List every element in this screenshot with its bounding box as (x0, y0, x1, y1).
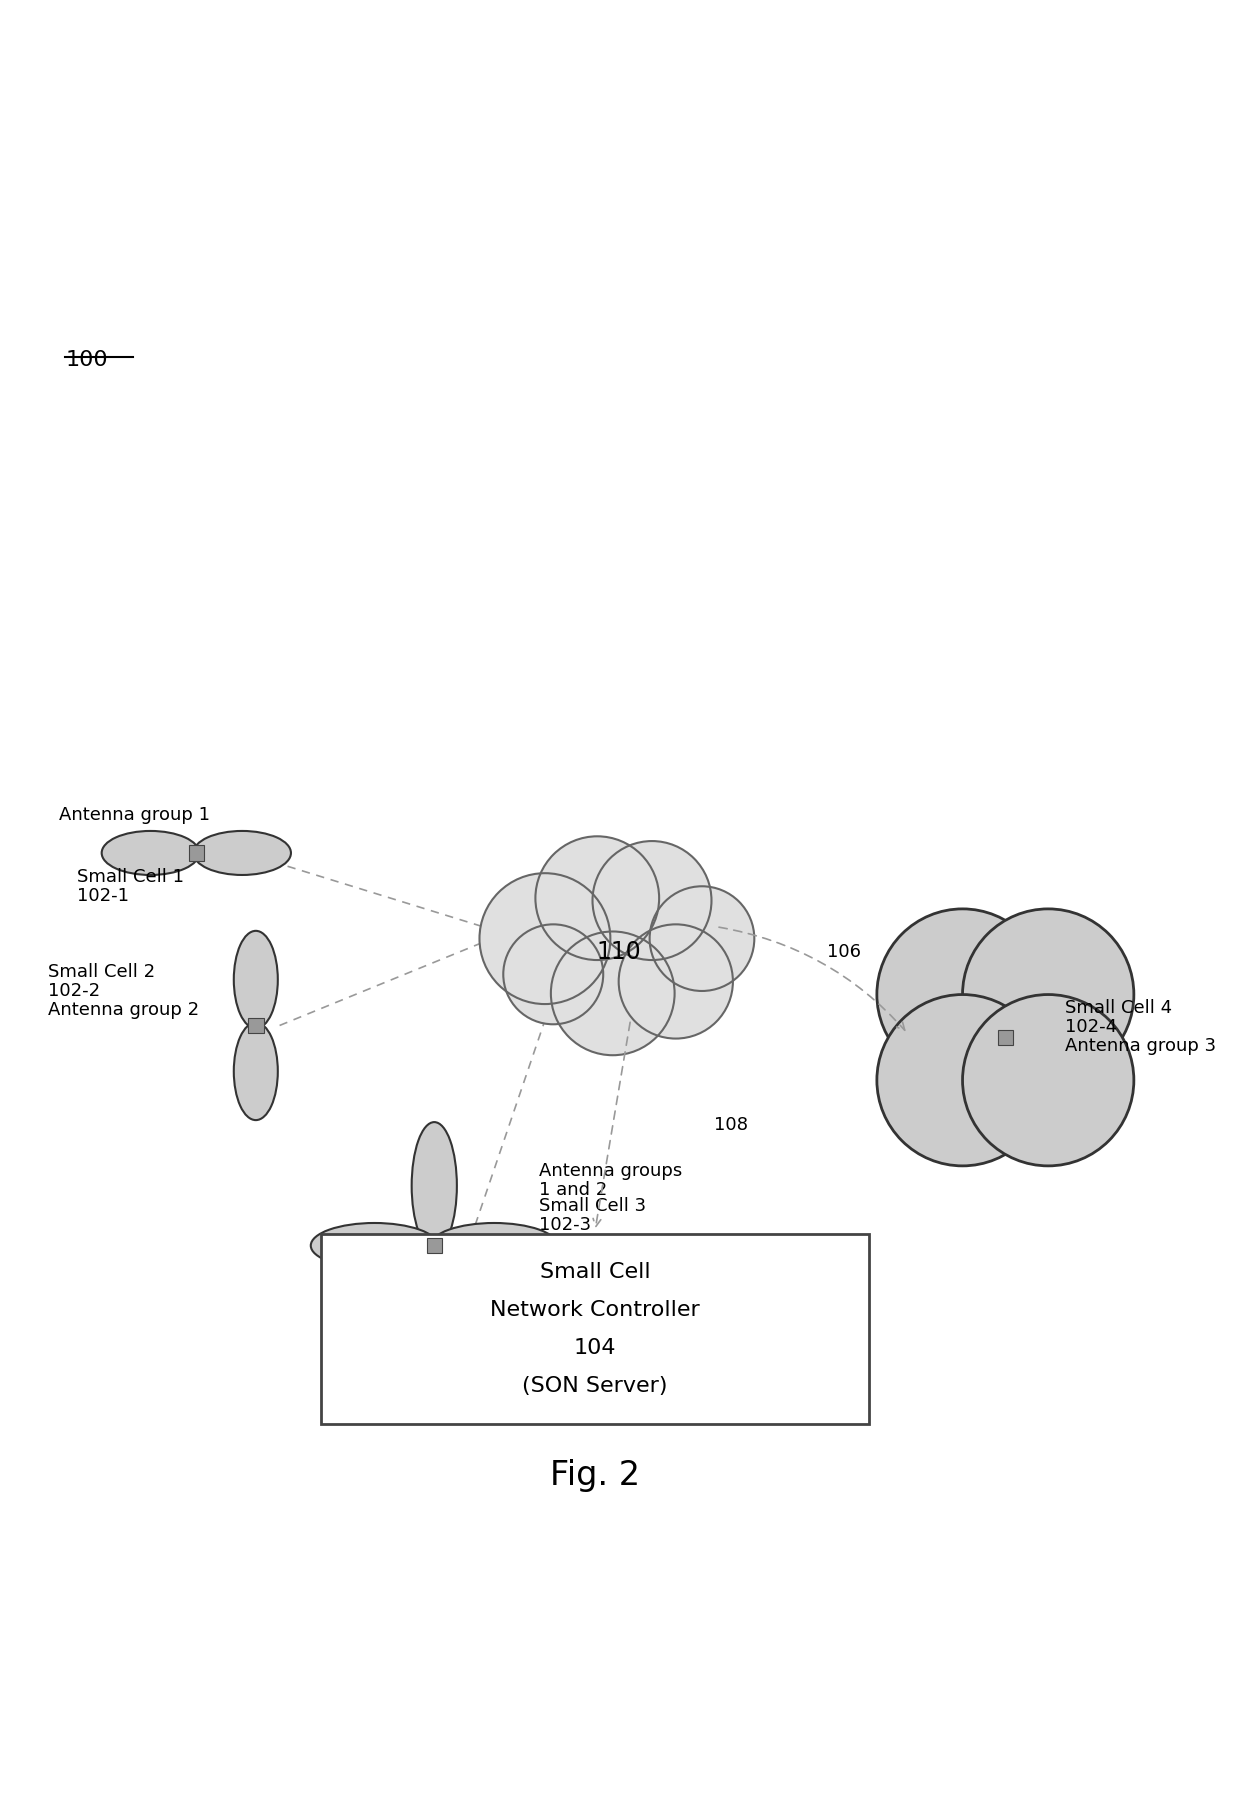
Text: 102-1: 102-1 (77, 887, 129, 905)
Text: 102-4: 102-4 (1065, 1017, 1117, 1035)
Text: 108: 108 (714, 1117, 748, 1135)
Ellipse shape (193, 830, 291, 876)
Text: 102-3: 102-3 (539, 1217, 591, 1235)
Text: Small Cell 3: Small Cell 3 (539, 1197, 646, 1215)
Text: 100: 100 (66, 350, 108, 370)
Text: Small Cell: Small Cell (539, 1262, 650, 1282)
Circle shape (536, 836, 660, 961)
Circle shape (962, 995, 1133, 1166)
Text: (SON Server): (SON Server) (522, 1376, 667, 1396)
Text: Antenna groups: Antenna groups (539, 1162, 682, 1180)
Circle shape (551, 932, 675, 1055)
Circle shape (877, 908, 1048, 1081)
Text: Antenna group 2: Antenna group 2 (47, 1001, 198, 1019)
Bar (427, 1238, 441, 1253)
Text: Small Cell 2: Small Cell 2 (47, 963, 155, 981)
Text: 106: 106 (827, 943, 861, 961)
Bar (998, 1030, 1013, 1044)
Bar (188, 845, 205, 861)
Ellipse shape (412, 1122, 456, 1249)
Text: Antenna group 1: Antenna group 1 (60, 807, 211, 823)
Text: 1 and 2: 1 and 2 (539, 1180, 608, 1198)
Ellipse shape (430, 1224, 558, 1267)
Circle shape (650, 887, 754, 992)
Circle shape (480, 874, 610, 1004)
Bar (321, 1233, 868, 1423)
Circle shape (962, 908, 1133, 1081)
Ellipse shape (102, 830, 200, 876)
Ellipse shape (234, 930, 278, 1028)
Text: Antenna group 3: Antenna group 3 (1065, 1037, 1216, 1055)
Text: 104: 104 (574, 1338, 616, 1358)
FancyArrowPatch shape (593, 1023, 630, 1227)
Circle shape (503, 925, 603, 1024)
Text: 102-2: 102-2 (47, 983, 99, 1001)
Ellipse shape (412, 1242, 456, 1369)
Circle shape (593, 841, 712, 961)
Text: Small Cell 4: Small Cell 4 (1065, 999, 1172, 1017)
Bar (248, 1017, 264, 1033)
Ellipse shape (234, 1023, 278, 1120)
Text: Fig. 2: Fig. 2 (549, 1459, 640, 1492)
Circle shape (619, 925, 733, 1039)
Circle shape (877, 995, 1048, 1166)
FancyArrowPatch shape (719, 926, 905, 1030)
Ellipse shape (311, 1224, 438, 1267)
Text: 110: 110 (596, 939, 641, 965)
Text: Network Controller: Network Controller (490, 1300, 699, 1320)
Text: Small Cell 1: Small Cell 1 (77, 868, 185, 887)
